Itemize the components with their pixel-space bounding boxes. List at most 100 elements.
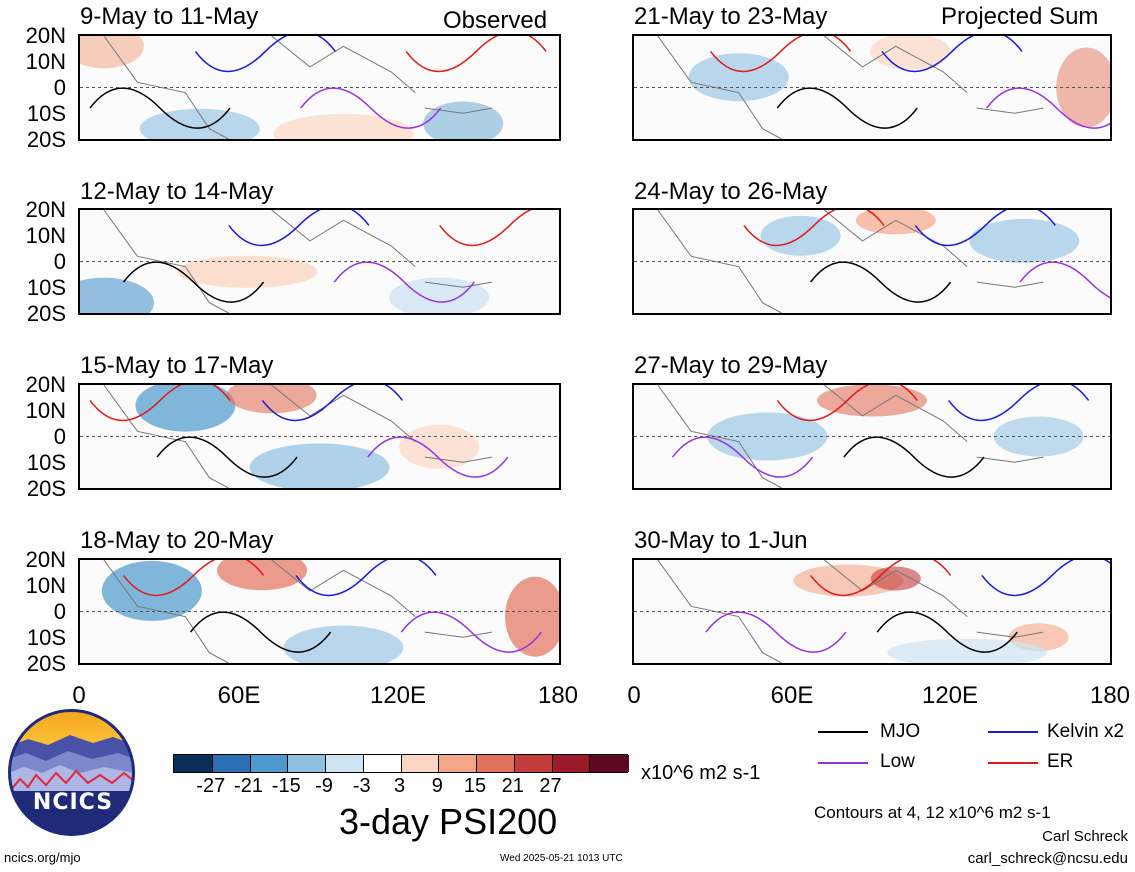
psi-anomaly-shading — [399, 424, 480, 469]
y-tick-label: 10S — [26, 625, 66, 650]
psi-anomaly-shading — [1056, 47, 1110, 128]
y-tick-label: 0 — [53, 424, 66, 449]
wave-contour — [810, 560, 952, 597]
x-tick-left-180: 180 — [537, 682, 579, 709]
wave-contour — [333, 261, 475, 303]
wave-contour — [439, 210, 532, 247]
psi-anomaly-shading — [177, 255, 318, 288]
website-link[interactable]: ncics.org/mjo — [4, 850, 81, 865]
y-tick-label: 10N — [25, 573, 66, 598]
legend-line-mjo — [818, 731, 868, 733]
observed-label: Observed — [443, 7, 548, 34]
panel-title-6: 24-May to 26-May — [634, 178, 828, 205]
legend-line-kelvin — [988, 731, 1038, 733]
projected-sum-label: Projected Sum — [941, 3, 1099, 30]
coastline — [657, 385, 1044, 488]
psi-anomaly-shading — [80, 36, 144, 69]
panel-title-7: 27-May to 29-May — [634, 352, 828, 379]
psi-anomaly-shading — [969, 218, 1080, 263]
x-tick-left-60e: 60E — [217, 682, 261, 709]
colorbar-tick-label: -3 — [352, 775, 371, 797]
panel-title-1: 9-May to 11-May — [80, 3, 259, 30]
author-email[interactable]: carl_schreck@ncsu.edu — [967, 850, 1128, 867]
y-tick-label: 20S — [26, 651, 66, 676]
wave-contour — [1019, 261, 1110, 299]
colorbar-swatch — [287, 755, 327, 772]
author-name: Carl Schreck — [1042, 828, 1128, 845]
figure-title: 3-day PSI200 — [339, 801, 558, 842]
wave-contour — [122, 261, 265, 303]
colorbar-swatch — [476, 755, 516, 772]
psi-anomaly-shading — [817, 385, 927, 417]
ncics-logo — [8, 709, 135, 836]
colorbar-swatch — [362, 755, 402, 772]
x-tick-right-0: 0 — [627, 682, 641, 709]
wave-contour — [743, 210, 885, 247]
map-panel-7 — [632, 383, 1112, 490]
psi-anomaly-shading — [505, 576, 559, 657]
colorbar-tick-label: -9 — [315, 775, 333, 797]
wave-contour — [156, 436, 298, 478]
contours-note: Contours at 4, 12 x10^6 m2 s-1 — [814, 803, 1051, 822]
y-tick-label: 0 — [53, 249, 66, 274]
x-tick-left-120e: 120E — [369, 682, 427, 709]
wave-contour — [300, 87, 442, 129]
y-tick-label: 20S — [26, 127, 66, 152]
psi-anomaly-shading — [760, 215, 841, 256]
map-panel-4 — [78, 558, 561, 665]
wave-contour — [876, 611, 1018, 653]
map-panel-2 — [78, 208, 561, 315]
colorbar-tick-label: -21 — [234, 775, 263, 797]
colorbar-swatch — [249, 755, 289, 772]
psi-anomaly-shading — [273, 113, 414, 139]
psi-anomaly-shading — [887, 638, 1048, 663]
y-tick-label: 0 — [53, 599, 66, 624]
panel-title-2: 12-May to 14-May — [80, 178, 274, 205]
psi-anomaly-shading — [389, 277, 490, 313]
wave-contour — [914, 210, 1056, 247]
wave-contour — [981, 560, 1110, 597]
wave-contour — [261, 385, 404, 422]
wave-contour — [228, 210, 370, 247]
map-panel-5 — [632, 34, 1112, 141]
x-tick-right-120e: 120E — [921, 682, 979, 709]
colorbar-tick-label: -15 — [271, 775, 301, 797]
wave-contour — [194, 36, 336, 73]
wave-contour — [405, 36, 547, 73]
psi-anomaly-shading — [688, 53, 789, 102]
coastline — [103, 385, 493, 488]
wave-contour — [89, 87, 231, 129]
colorbar-swatch — [325, 755, 365, 772]
coastline — [657, 36, 1044, 139]
colorbar-units: x10^6 m2 s-1 — [641, 762, 761, 784]
coastline — [657, 560, 1044, 663]
colorbar-tick-label: 3 — [393, 775, 406, 797]
colorbar-tick-label: 15 — [463, 775, 487, 797]
coastline — [103, 36, 493, 139]
colorbar-tick-label: -27 — [196, 775, 226, 797]
legend-label-mjo: MJO — [880, 721, 921, 742]
colorbar-swatch — [589, 755, 629, 772]
y-tick-label: 20N — [25, 372, 66, 397]
wave-contour — [776, 385, 918, 422]
psi-anomaly-shading — [855, 210, 936, 235]
psi-anomaly-shading — [226, 385, 317, 414]
legend-label-kelvin: Kelvin x2 — [1047, 721, 1125, 742]
panel-title-4: 18-May to 20-May — [80, 527, 274, 554]
wave-contour — [948, 385, 1090, 422]
wave-contour — [89, 385, 231, 422]
colorbar-tick-label: 9 — [431, 775, 443, 797]
y-tick-label: 20N — [25, 547, 66, 572]
coastline — [657, 210, 1044, 313]
psi-anomaly-shading — [80, 277, 154, 313]
psi-anomaly-shading — [249, 443, 390, 488]
wave-contour — [843, 436, 985, 478]
x-tick-right-60e: 60E — [770, 682, 814, 709]
y-tick-label: 0 — [53, 75, 66, 100]
panel-title-3: 15-May to 17-May — [80, 352, 274, 379]
psi-anomaly-shading — [283, 625, 404, 663]
map-panel-1 — [78, 34, 561, 141]
coastline — [103, 560, 493, 663]
legend-line-low — [818, 762, 868, 764]
psi-anomaly-shading — [139, 108, 260, 139]
